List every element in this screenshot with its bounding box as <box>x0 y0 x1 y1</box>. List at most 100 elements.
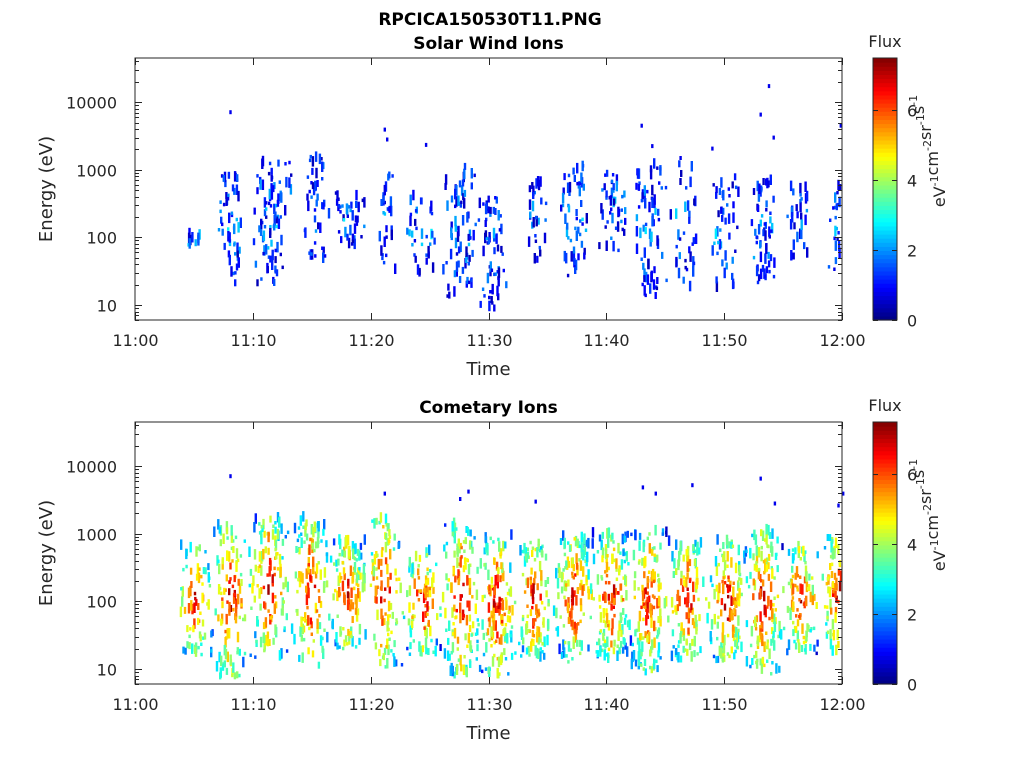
data-cell <box>537 626 541 638</box>
data-cell <box>325 552 329 557</box>
data-cell <box>638 641 641 652</box>
data-cell <box>646 274 650 285</box>
data-cell <box>249 568 253 576</box>
data-cell <box>567 236 570 240</box>
data-cell <box>314 602 318 614</box>
data-cell <box>217 584 221 595</box>
data-cell <box>296 548 299 553</box>
data-cell <box>600 577 604 581</box>
data-cell <box>461 179 465 187</box>
data-cell <box>622 598 625 602</box>
data-cell <box>771 528 774 539</box>
data-cell <box>767 562 770 570</box>
data-cell <box>759 219 762 227</box>
data-cell <box>755 561 758 569</box>
data-cell <box>833 583 836 594</box>
data-cell <box>608 581 611 585</box>
data-cell <box>243 614 247 622</box>
data-cell <box>491 631 495 639</box>
data-cell <box>605 608 608 616</box>
data-cell <box>761 656 765 664</box>
data-cell <box>762 559 766 564</box>
data-cell <box>351 239 355 243</box>
data-cell <box>603 650 606 661</box>
data-cell <box>804 565 808 576</box>
data-cell <box>378 520 381 525</box>
data-cell <box>535 215 538 220</box>
data-cell <box>450 582 453 593</box>
data-cell <box>458 276 462 283</box>
data-cell <box>236 250 239 258</box>
data-cell <box>222 533 225 544</box>
data-cell <box>754 616 757 628</box>
data-cell <box>771 608 774 619</box>
data-cell <box>338 586 341 598</box>
data-cell <box>711 245 714 256</box>
data-cell <box>568 545 572 552</box>
data-cell <box>691 607 694 615</box>
data-cell <box>385 235 388 239</box>
data-cell <box>462 540 466 544</box>
data-cell <box>722 207 725 215</box>
data-cell <box>541 544 544 549</box>
data-cell <box>227 193 230 198</box>
data-cell <box>829 629 832 640</box>
plot-frame <box>134 421 843 685</box>
data-cell <box>495 196 498 204</box>
data-cell <box>602 619 606 623</box>
data-cell <box>565 226 569 238</box>
data-cell <box>539 546 543 550</box>
data-cell <box>787 639 791 650</box>
data-cell <box>573 537 576 541</box>
data-cell <box>767 260 771 268</box>
data-cell <box>201 592 204 604</box>
data-cell <box>599 612 603 623</box>
data-cell <box>273 215 276 226</box>
data-cell <box>408 585 412 596</box>
colorbar-swatch <box>873 581 897 587</box>
data-cell <box>532 217 535 228</box>
data-cell <box>358 567 361 571</box>
data-cell <box>632 650 636 661</box>
data-cell <box>623 190 626 198</box>
data-cell <box>313 521 316 532</box>
data-cell <box>688 643 692 651</box>
data-cell <box>443 648 447 659</box>
data-cell <box>682 554 685 562</box>
data-cell <box>544 580 547 587</box>
data-cell <box>307 563 310 567</box>
data-cell <box>671 610 675 614</box>
data-cell <box>657 584 661 592</box>
data-cell <box>592 553 596 565</box>
data-cell <box>686 545 690 557</box>
colorbar-swatch <box>873 507 897 513</box>
data-cell <box>720 647 723 659</box>
data-cell <box>646 591 649 595</box>
data-cell <box>315 167 318 179</box>
data-cell <box>604 580 608 585</box>
data-cell <box>231 559 234 563</box>
data-cell <box>391 174 394 178</box>
data-cell <box>455 269 458 277</box>
figure-title: RPCICA150530T11.PNG <box>378 10 601 30</box>
data-cell <box>760 579 763 583</box>
data-cell <box>829 554 833 559</box>
data-cell <box>267 584 270 595</box>
data-cell <box>630 658 633 670</box>
data-cell <box>293 633 296 645</box>
data-cell <box>485 236 488 241</box>
data-cell <box>342 627 345 631</box>
data-cell <box>417 564 420 568</box>
data-cell <box>740 577 743 585</box>
data-cell <box>417 576 421 580</box>
data-cell <box>533 190 536 195</box>
data-cell <box>449 248 453 260</box>
data-cell <box>698 614 701 622</box>
data-cell <box>572 636 575 644</box>
data-cell <box>834 225 837 237</box>
data-cell <box>460 200 463 205</box>
data-cell <box>273 203 276 215</box>
data-cell <box>579 651 582 656</box>
data-cell <box>712 183 715 187</box>
data-cell <box>781 543 784 551</box>
